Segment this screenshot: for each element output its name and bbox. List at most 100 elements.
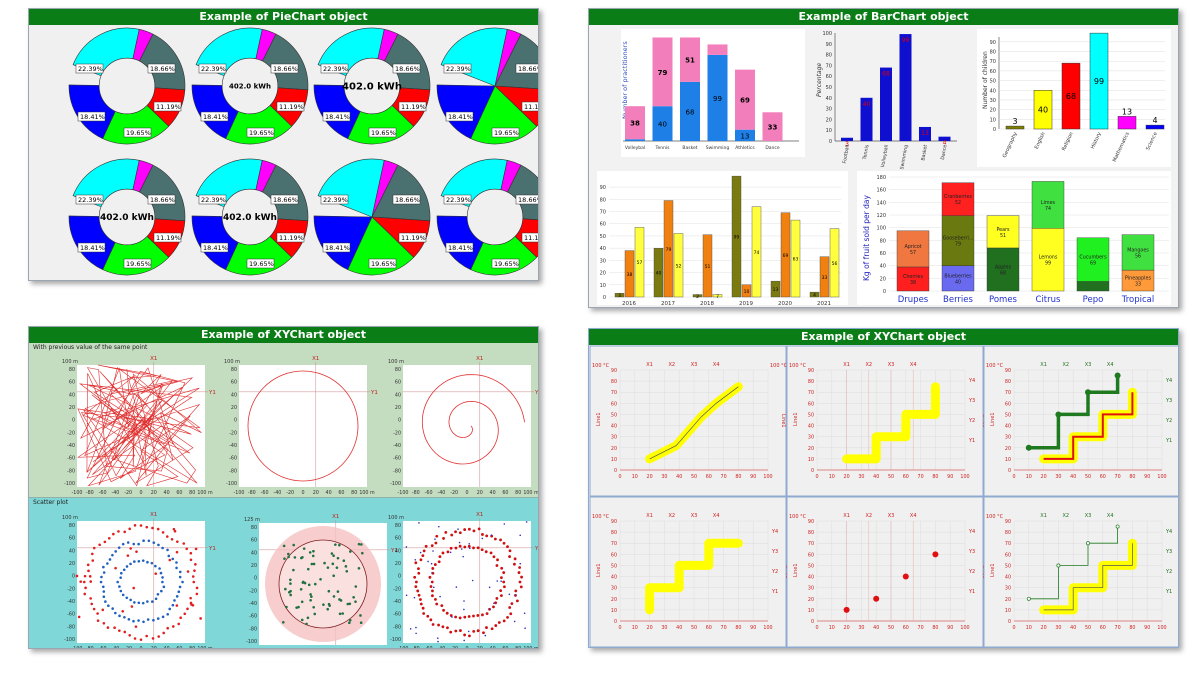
- percent-label: 22.39%: [323, 65, 348, 73]
- xtick: 80: [735, 625, 741, 631]
- chart1-bar-bottom: [735, 129, 755, 141]
- ytick: 0: [398, 418, 401, 424]
- chart2-ytick: 20: [826, 117, 832, 123]
- xtick: 80: [1129, 625, 1135, 631]
- x-marker-label: X4: [1107, 513, 1114, 519]
- section-label-scatter: Scatter plot: [33, 499, 69, 506]
- xy-cell: 0 10 20 30 40 50 60 70 80 90 100908070605040302010…: [983, 496, 1178, 647]
- scatter-point: [103, 540, 107, 544]
- pie-chart: 22.39% 18.66% 11.19% 19.65% 18.41%: [436, 158, 539, 276]
- data-point: [843, 606, 850, 613]
- percent-label: 22.39%: [446, 65, 471, 73]
- scatter-point: [471, 579, 474, 582]
- scatter-point: [309, 593, 312, 596]
- xtick: 50: [346, 648, 352, 649]
- chart2-ytick: 10: [826, 128, 832, 134]
- scatter-point: [485, 534, 489, 538]
- percent-label-box: [443, 194, 472, 205]
- ytick: 80: [69, 367, 75, 373]
- scatter-point: [414, 561, 418, 565]
- scatter-point: [437, 623, 440, 627]
- chart4-value: 2: [696, 294, 699, 300]
- green-step: [1028, 526, 1118, 600]
- scatter-point: [463, 633, 467, 637]
- x-marker-label: X2: [668, 513, 675, 519]
- scatter-point: [513, 557, 517, 561]
- scatter-point: [289, 578, 292, 582]
- ytick: -60: [393, 456, 401, 462]
- scatter-point: [463, 545, 467, 549]
- xtick: 80: [189, 490, 195, 496]
- scatter-point: [310, 595, 313, 598]
- scatter-point: [293, 556, 297, 559]
- chart3-ytick: 40: [990, 88, 996, 94]
- chart5-ytick: 40: [880, 264, 886, 270]
- xtick: -80: [412, 490, 420, 496]
- ytick: 0: [398, 574, 401, 580]
- scatter-point: [494, 624, 498, 627]
- scatter-point: [508, 555, 511, 558]
- chart3-ylabel: Number of children: [982, 51, 989, 109]
- scatter-point: [458, 531, 462, 535]
- chart5-ytick: 160: [876, 188, 886, 194]
- ytick: 90: [611, 519, 617, 525]
- percent-label: 22.39%: [446, 196, 471, 204]
- scatter-point: [326, 566, 330, 569]
- chart1-bar-top: [652, 37, 673, 107]
- scatter-point: [510, 602, 514, 606]
- scatter-point: [77, 615, 81, 619]
- scatter-point: [185, 547, 189, 551]
- chart5-category: Pomes: [989, 295, 1018, 305]
- scatter-point: [301, 581, 305, 584]
- y1-label: Y1: [370, 390, 378, 396]
- ytick: 40: [1005, 424, 1011, 430]
- scatter-point: [441, 551, 445, 555]
- scatter-point: [284, 587, 287, 591]
- xtick: 10: [632, 625, 638, 631]
- pie-hole: [98, 57, 156, 115]
- xtick: 70: [1115, 474, 1121, 480]
- xtick: 0: [139, 490, 142, 496]
- chart5-category: Pepo: [1083, 295, 1104, 305]
- scatter-point: [476, 546, 480, 550]
- percent-label: 11.19%: [524, 234, 539, 242]
- scatter-point: [413, 575, 417, 579]
- scatter-point: [162, 585, 166, 589]
- scatter-point: [178, 570, 182, 574]
- ytick: 30: [1005, 586, 1011, 592]
- ytick: -40: [393, 599, 401, 605]
- scatter-point: [359, 621, 363, 624]
- ytick: -40: [393, 443, 401, 449]
- x-marker-label: X1: [843, 362, 850, 368]
- scatter-point: [435, 534, 439, 538]
- xtick: 80: [515, 490, 521, 496]
- chart4-value: 79: [666, 247, 672, 253]
- scatter-point: [335, 566, 339, 569]
- pie-center-label: 402.0 kWh: [223, 213, 277, 223]
- scatter-point: [171, 603, 175, 607]
- ytick: 20: [611, 597, 617, 603]
- xtick: 90: [750, 625, 756, 631]
- scatter-point: [157, 635, 161, 638]
- x-marker-label: X3: [691, 513, 698, 519]
- xtick: 100 m: [359, 490, 375, 496]
- scatter-point: [482, 631, 485, 635]
- y1-label: Y1: [534, 390, 539, 396]
- chart2-value: 4: [943, 140, 947, 147]
- scatter-point: [133, 524, 137, 527]
- chart4-bar: [731, 175, 742, 298]
- percent-label: 18.66%: [273, 196, 298, 204]
- percent-label-box: [521, 232, 538, 243]
- scatter-point: [481, 537, 484, 540]
- scatter-point: [166, 548, 169, 552]
- pie-chart: 22.39% 18.66% 11.19% 19.65% 18.41%: [68, 27, 186, 145]
- ytick: 70: [611, 390, 617, 396]
- xtick: 20: [647, 625, 653, 631]
- xtick: -60: [425, 490, 433, 496]
- percent-label: 19.65%: [126, 129, 151, 137]
- xtick: 70: [918, 474, 924, 480]
- scatter-point: [283, 557, 286, 560]
- xtick: -100: [72, 646, 83, 649]
- y-marker-label: Y1: [1165, 438, 1172, 444]
- scatter-point: [90, 552, 94, 556]
